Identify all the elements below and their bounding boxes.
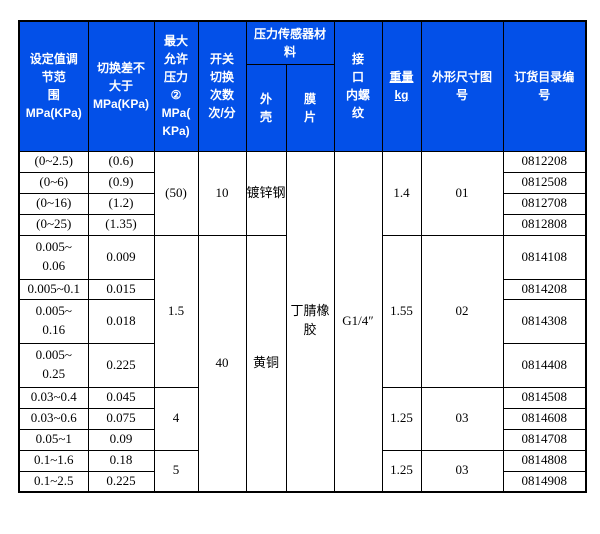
range-cell: (0~16) [18,192,89,215]
diff-cell: 0.225 [87,470,155,493]
diff-cell: 0.09 [87,428,155,451]
weight-cell: 1.25 [381,449,422,493]
table-row: 0.03~0.6 0.075 0814608 [18,407,587,430]
header-row-sub: 外 壳 膜 片 [19,63,586,152]
diff-cell: (1.35) [87,213,155,236]
weight-cell: 1.25 [381,386,422,451]
switch-frequency-cell: 10 [197,150,247,236]
table-row: 0.005~ 0.16 0.018 0814308 [18,298,587,344]
catalog-cell: 0814908 [502,470,587,493]
catalog-cell: 0814408 [502,342,587,388]
range-cell: (0~25) [18,213,89,236]
catalog-cell: 0814208 [502,278,587,300]
pressure-switch-spec-table: 设定值调 节范 围 MPa(KPa) 切换差不 大于 MPa(KPa) 最大 允… [18,20,588,493]
max-pressure-cell: (50) [153,150,199,236]
range-cell: 0.005~0.1 [18,278,89,300]
header-max-pressure: 最大 允许 压力 ② MPa( KPa) [153,20,199,152]
diff-cell: 0.18 [87,449,155,472]
header-port-thread: 接 口 内螺 纹 [333,20,383,152]
figure-cell: 01 [420,150,504,236]
range-cell: (0~6) [18,171,89,194]
catalog-cell: 0814608 [502,407,587,430]
diff-cell: 0.045 [87,386,155,409]
switch-frequency-cell: 40 [197,234,247,493]
table-row: (0~2.5) (0.6) (50) 10 镀锌钢 丁腈橡胶 G1/4″ 1.4… [18,150,587,493]
table-row: (0~6) (0.9) 0812508 [18,171,587,194]
catalog-cell: 0812708 [502,192,587,215]
weight-cell: 1.55 [381,234,422,388]
table-row: 0.05~1 0.09 0814708 [18,428,587,451]
thread-cell: G1/4″ [333,150,383,493]
header-switch-diff: 切换差不 大于 MPa(KPa) [87,20,155,152]
shell-cell: 镀锌钢 [245,150,287,236]
diff-cell: 0.009 [87,234,155,280]
diff-cell: 0.015 [87,278,155,300]
catalog-cell: 0814708 [502,428,587,451]
table-row: 0.1~1.6 0.18 5 1.25 03 0814808 [18,449,587,493]
range-cell: 0.005~ 0.06 [18,234,89,280]
range-cell: 0.005~ 0.16 [18,298,89,344]
diff-cell: (1.2) [87,192,155,215]
catalog-cell: 0814808 [502,449,587,472]
range-cell: 0.005~ 0.25 [18,342,89,388]
header-dimension-figure: 外形尺寸图 号 [420,20,504,152]
catalog-cell: 0812808 [502,213,587,236]
range-cell: (0~2.5) [18,150,89,173]
max-pressure-cell: 1.5 [153,234,199,388]
range-cell: 0.03~0.6 [18,407,89,430]
catalog-cell: 0812208 [502,150,587,173]
diff-cell: (0.6) [87,150,155,173]
shell-cell: 黄铜 [245,234,287,493]
diff-cell: 0.075 [87,407,155,430]
max-pressure-cell: 4 [153,386,199,451]
header-switch-frequency: 开关 切换 次数 次/分 [197,20,247,152]
catalog-cell: 0812508 [502,171,587,194]
figure-cell: 02 [420,234,504,388]
range-cell: 0.1~2.5 [18,470,89,493]
range-cell: 0.03~0.4 [18,386,89,409]
table-row: (0~16) (1.2) 0812708 [18,192,587,215]
table-row: 0.005~ 0.25 0.225 0814408 [18,342,587,388]
diaphragm-cell: 丁腈橡胶 [285,150,335,493]
header-row-top: 设定值调 节范 围 MPa(KPa) 切换差不 大于 MPa(KPa) 最大 允… [18,20,587,152]
header-set-range: 设定值调 节范 围 MPa(KPa) [18,20,89,152]
table-row: 0.03~0.4 0.045 4 1.25 03 0814508 [18,386,587,451]
diff-cell: 0.018 [87,298,155,344]
figure-cell: 03 [420,386,504,451]
weight-cell: 1.4 [381,150,422,236]
max-pressure-cell: 5 [153,449,199,493]
header-diaphragm: 膜 片 [285,63,335,152]
table-row: 0.1~2.5 0.225 0814908 [18,470,587,493]
header-weight: 重量 kg [381,20,422,152]
diff-cell: 0.225 [87,342,155,388]
figure-cell: 03 [420,449,504,493]
table-row: 0.005~0.1 0.015 0814208 [18,278,587,300]
catalog-cell: 0814508 [502,386,587,409]
header-catalog-number: 订货目录编 号 [502,20,587,152]
catalog-cell: 0814108 [502,234,587,280]
range-cell: 0.1~1.6 [18,449,89,472]
header-shell: 外 壳 [245,63,287,152]
header-sensor-material-group: 压力传感器材 料 [245,20,335,65]
catalog-cell: 0814308 [502,298,587,344]
diff-cell: (0.9) [87,171,155,194]
range-cell: 0.05~1 [18,428,89,451]
